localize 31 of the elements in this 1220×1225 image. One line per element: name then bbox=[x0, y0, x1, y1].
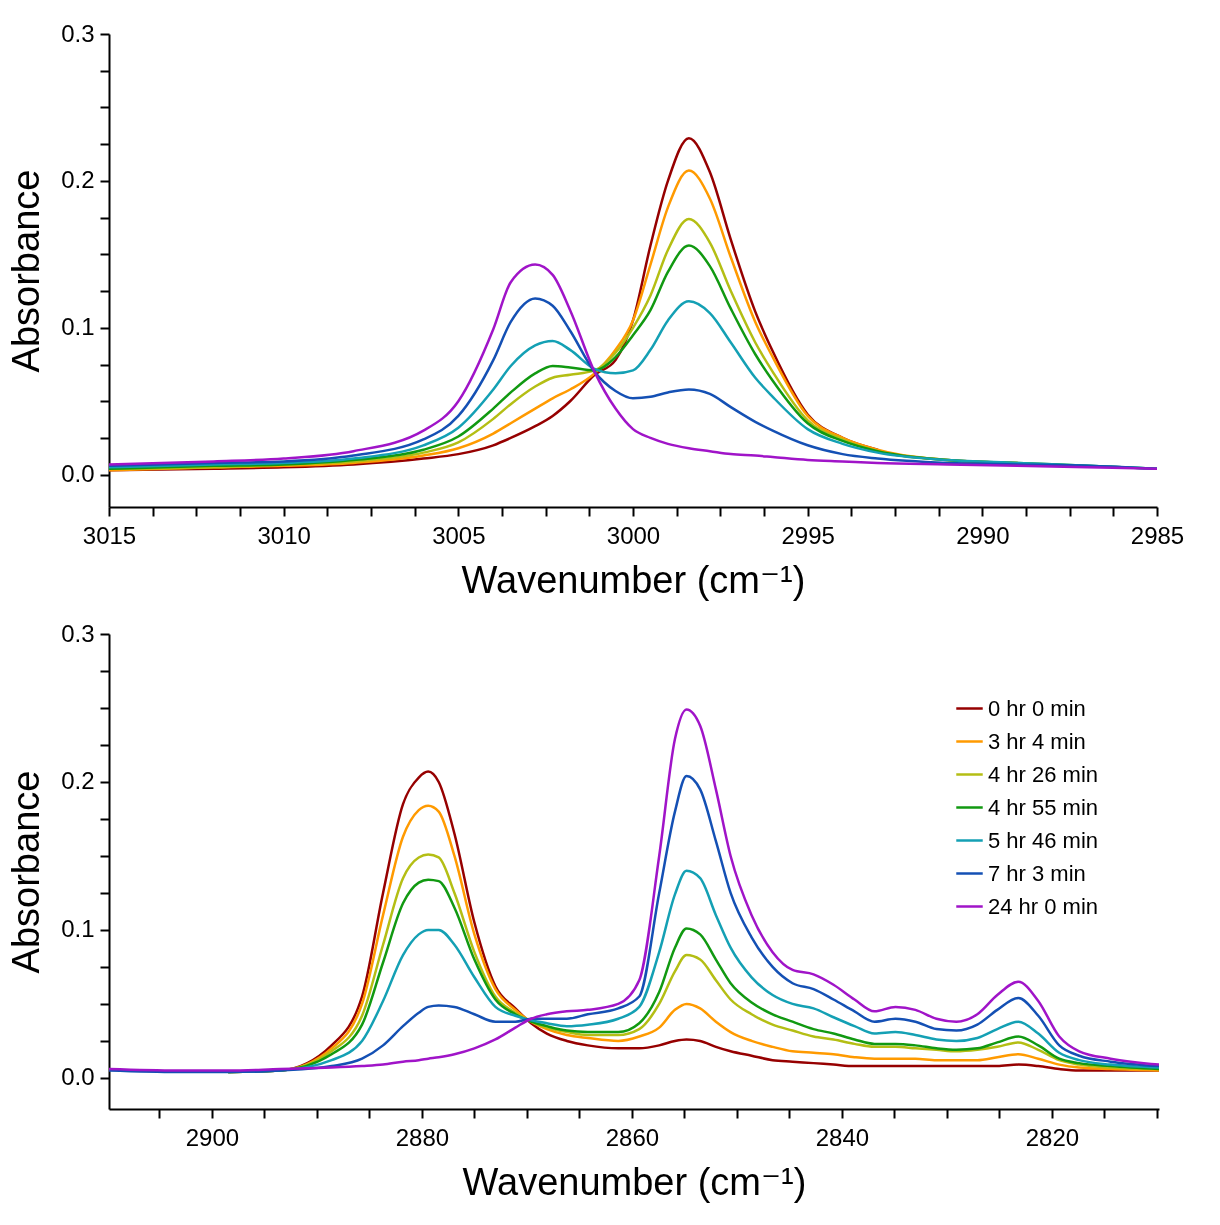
y-tick-label: 0.0 bbox=[61, 1063, 95, 1091]
y-tick-label: 0.1 bbox=[61, 313, 95, 341]
x-tick-label: 3015 bbox=[82, 521, 137, 549]
y-axis-title: Absorbance bbox=[5, 770, 48, 974]
x-tick-label: 2900 bbox=[185, 1123, 240, 1151]
x-tick-label: 2840 bbox=[815, 1123, 870, 1151]
legend-label: 3 hr 4 min bbox=[988, 728, 1086, 754]
x-tick-label: 3000 bbox=[606, 521, 661, 549]
y-tick-label: 0.2 bbox=[61, 767, 95, 795]
legend-label: 24 hr 0 min bbox=[988, 893, 1099, 919]
x-tick-label: 3010 bbox=[257, 521, 311, 549]
y-axis-title: Absorbance bbox=[5, 169, 48, 373]
y-tick-label: 0.1 bbox=[61, 915, 95, 943]
legend-label: 0 hr 0 min bbox=[988, 695, 1086, 721]
x-axis-title: Wavenumber (cm⁻¹) bbox=[462, 1160, 807, 1203]
legend-label: 4 hr 26 min bbox=[988, 761, 1099, 787]
y-tick-label: 0.0 bbox=[61, 460, 95, 488]
legend-label: 7 hr 3 min bbox=[988, 860, 1086, 886]
x-tick-label: 2985 bbox=[1130, 521, 1185, 549]
x-tick-label: 2990 bbox=[956, 521, 1010, 549]
x-axis-title: Wavenumber (cm⁻¹) bbox=[461, 558, 806, 601]
x-tick-label: 2820 bbox=[1025, 1123, 1080, 1151]
x-tick-label: 3005 bbox=[432, 521, 486, 549]
y-tick-label: 0.3 bbox=[61, 19, 95, 47]
legend-label: 5 hr 46 min bbox=[988, 827, 1099, 853]
y-tick-label: 0.3 bbox=[61, 619, 95, 647]
x-tick-label: 2995 bbox=[781, 521, 835, 549]
legend-label: 4 hr 55 min bbox=[988, 794, 1099, 820]
x-tick-label: 2860 bbox=[605, 1123, 660, 1151]
x-tick-label: 2880 bbox=[395, 1123, 450, 1151]
y-tick-label: 0.2 bbox=[61, 166, 95, 194]
